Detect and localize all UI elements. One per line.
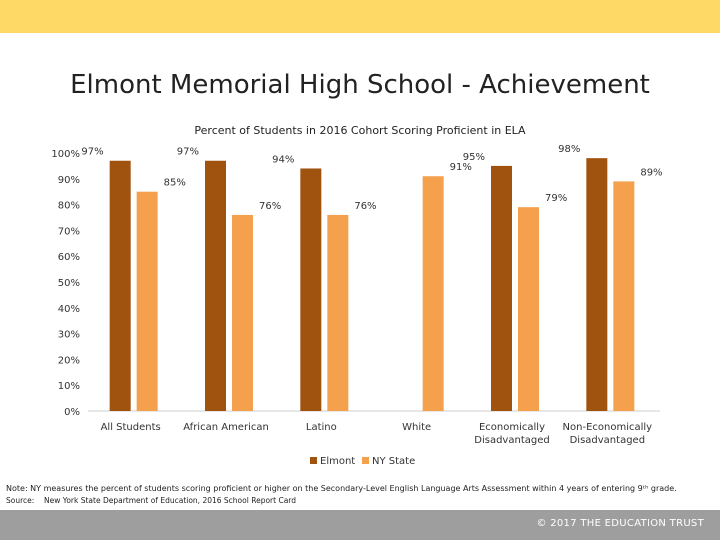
y-tick-label: 10%: [58, 381, 80, 392]
source-label: Source:: [6, 496, 35, 505]
chart-note: Note: NY measures the percent of student…: [6, 484, 677, 493]
bar-ny-state: [136, 191, 158, 411]
y-tick-label: 50%: [58, 278, 80, 289]
data-label-elmont: 97%: [177, 147, 199, 158]
y-tick-label: 20%: [58, 355, 80, 366]
y-tick-label: 30%: [58, 330, 80, 341]
data-label-ny-state: 85%: [164, 178, 186, 189]
y-tick-label: 40%: [58, 304, 80, 315]
x-category-label: Non-Economically: [563, 422, 653, 433]
x-category-label: All Students: [101, 422, 161, 433]
bar-ny-state: [518, 207, 539, 411]
data-label-ny-state: 91%: [450, 162, 472, 173]
bar-elmont: [205, 160, 226, 411]
y-tick-label: 90%: [58, 175, 80, 186]
data-label-elmont: 98%: [558, 144, 580, 155]
bar-elmont: [491, 165, 512, 411]
footer-bar: © 2017 THE EDUCATION TRUST: [0, 510, 720, 540]
data-label-elmont: 95%: [463, 152, 485, 163]
y-axis: 0% 10% 20% 30% 40% 50% 60% 70% 80% 90% 100%: [51, 149, 80, 418]
y-tick-label: 70%: [58, 226, 80, 237]
bar-ny-state: [327, 214, 349, 411]
legend-label-ny-state: NY State: [372, 456, 415, 467]
data-label-ny-state: 79%: [545, 193, 567, 204]
data-label-elmont: 94%: [272, 154, 294, 165]
data-label-ny-state: 76%: [354, 201, 376, 212]
source-text: New York State Department of Education, …: [44, 496, 296, 505]
x-axis-labels: All Students African American Latino White E…: [101, 422, 653, 446]
legend-label-elmont: Elmont: [320, 456, 355, 467]
chart-source: Source: New York State Department of Educ…: [6, 496, 296, 505]
y-tick-label: 0%: [64, 407, 80, 418]
x-category-label: White: [402, 422, 431, 433]
legend: Elmont NY State: [310, 456, 415, 467]
chart-subtitle: Percent of Students in 2016 Cohort Scori…: [194, 124, 526, 137]
bar-ny-state: [613, 181, 635, 411]
data-label-elmont: 97%: [81, 147, 103, 158]
bar-ny-state: [232, 214, 253, 411]
data-label-ny-state: 76%: [259, 201, 281, 212]
bar-elmont: [109, 160, 131, 411]
legend-swatch-ny-state: [362, 457, 369, 464]
y-tick-label: 100%: [51, 149, 80, 160]
x-category-label: Disadvantaged: [570, 435, 645, 446]
y-tick-label: 60%: [58, 252, 80, 263]
x-category-label: Disadvantaged: [474, 435, 549, 446]
bar-elmont: [586, 158, 608, 411]
data-label-ny-state: 89%: [640, 167, 662, 178]
page-title: Elmont Memorial High School - Achievemen…: [70, 70, 650, 100]
x-category-label: Economically: [479, 422, 545, 433]
x-category-label: Latino: [306, 422, 337, 433]
footer-copyright: © 2017 THE EDUCATION TRUST: [536, 518, 704, 529]
top-accent-bar: [0, 0, 720, 33]
bar-elmont: [300, 168, 322, 411]
y-tick-label: 80%: [58, 201, 80, 212]
bar-ny-state: [422, 176, 444, 411]
x-category-label: African American: [183, 422, 269, 433]
bars: 97% 85% 97% 76% 94% 76% 91%95% 79% 98% 89%: [81, 144, 663, 411]
legend-swatch-elmont: [310, 457, 317, 464]
